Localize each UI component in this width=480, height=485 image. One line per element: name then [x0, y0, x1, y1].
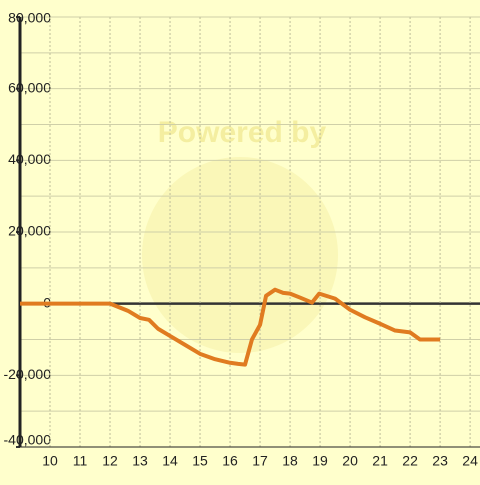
y-tick-label: -40,000: [4, 432, 52, 448]
x-tick-label: 12: [102, 453, 118, 469]
x-tick-label: 10: [42, 453, 58, 469]
x-tick-label: 11: [73, 453, 88, 469]
x-tick-label: 13: [132, 453, 148, 469]
x-tick-label: 16: [222, 453, 238, 469]
watermark-logo: [142, 157, 338, 353]
x-tick-label: 17: [252, 453, 268, 469]
x-tick-label: 14: [162, 453, 178, 469]
y-tick-label: 60,000: [8, 79, 51, 95]
y-tick-label: 80,000: [8, 10, 51, 26]
data-line: [20, 287, 441, 367]
watermark: Powered by: [158, 116, 327, 149]
y-tick-label: -20,000: [4, 366, 52, 382]
x-tick-label: 15: [192, 453, 208, 469]
y-tick-label: 40,000: [8, 151, 51, 167]
x-tick-label: 19: [312, 453, 328, 469]
y-tick-label: 20,000: [8, 223, 51, 239]
x-tick-label: 22: [402, 453, 418, 469]
x-tick-label: 18: [282, 453, 298, 469]
x-tick-label: 21: [372, 453, 388, 469]
x-tick-label: 20: [342, 453, 358, 469]
x-tick-label: 23: [432, 453, 448, 469]
x-tick-label: 24: [462, 453, 478, 469]
